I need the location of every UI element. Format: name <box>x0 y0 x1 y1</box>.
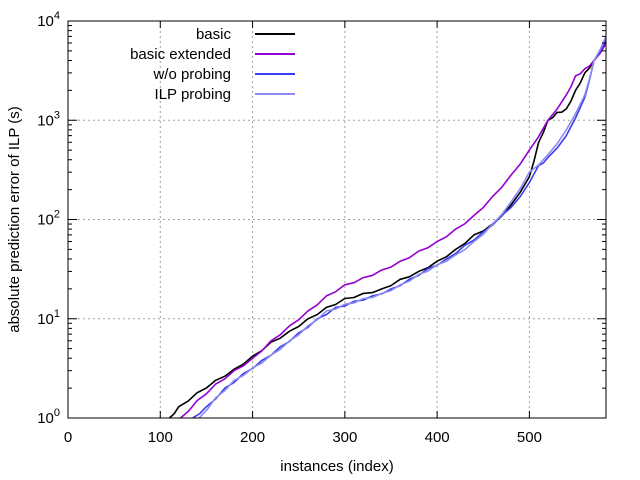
x-axis-label: instances (index) <box>280 458 393 475</box>
y-tick-label: 101 <box>37 308 60 328</box>
series-line-1 <box>180 42 606 418</box>
legend: basic basic extended w/o probing ILP probin… <box>130 26 295 103</box>
x-tick-label: 300 <box>332 429 357 446</box>
y-tick-label: 100 <box>37 407 60 427</box>
legend-label: w/o probing <box>152 66 231 83</box>
grid <box>68 21 606 418</box>
y-tick-label: 104 <box>37 10 60 30</box>
series-line-0 <box>168 42 606 418</box>
series-line-3 <box>198 36 606 418</box>
series-line-2 <box>192 39 606 418</box>
y-tick-label: 102 <box>37 209 60 229</box>
y-axis-label: absolute prediction error of ILP (s) <box>6 106 23 333</box>
y-tick-label: 103 <box>37 109 60 129</box>
legend-label: basic <box>196 26 232 43</box>
x-tick-label: 200 <box>240 429 265 446</box>
x-tick-label: 400 <box>425 429 450 446</box>
x-tick-label: 100 <box>148 429 173 446</box>
x-tick-label: 500 <box>517 429 542 446</box>
legend-label: ILP probing <box>155 86 231 103</box>
x-tick-label: 0 <box>64 429 72 446</box>
series-lines <box>168 36 606 418</box>
legend-label: basic extended <box>130 46 231 63</box>
